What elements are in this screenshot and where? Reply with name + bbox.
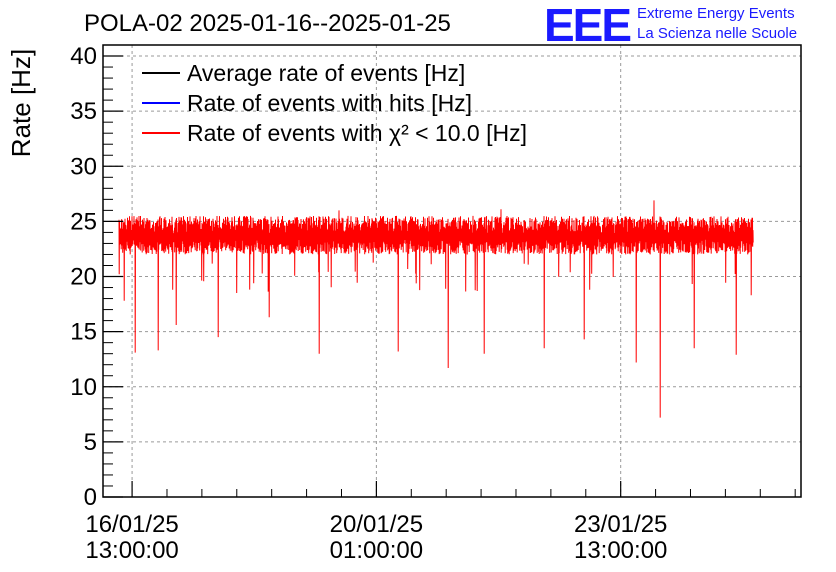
logo-caption-line2: La Scienza nelle Scuole <box>637 25 798 42</box>
y-tick-label: 25 <box>70 208 97 235</box>
x-tick-time: 13:00:00 <box>574 537 667 564</box>
legend-label: Average rate of events [Hz] <box>187 60 465 86</box>
y-axis-label: Rate [Hz] <box>6 49 36 157</box>
y-tick-label: 5 <box>84 429 97 456</box>
series-line-chi2 <box>118 200 754 418</box>
x-axis: 16/01/2513:00:0020/01/2501:00:0023/01/25… <box>85 481 796 564</box>
logo-caption-line1: Extreme Energy Events <box>637 5 795 22</box>
y-tick-label: 0 <box>84 484 97 511</box>
y-tick-label: 40 <box>70 43 97 70</box>
y-tick-label: 10 <box>70 374 97 401</box>
plot-frame <box>102 44 802 498</box>
eee-logo: EEE <box>544 0 632 51</box>
legend-label: Rate of events with hits [Hz] <box>187 90 472 116</box>
chart-title: POLA-02 2025-01-16--2025-01-25 <box>84 10 451 37</box>
x-tick-date: 16/01/25 <box>85 511 178 538</box>
y-tick-label: 30 <box>70 153 97 180</box>
logo-caption: Extreme Energy Events La Scienza nelle S… <box>637 4 797 44</box>
legend-label: Rate of events with χ² < 10.0 [Hz] <box>187 120 527 146</box>
y-tick-label: 15 <box>70 319 97 346</box>
y-tick-label: 35 <box>70 98 97 125</box>
x-tick-time: 01:00:00 <box>330 537 423 564</box>
legend: Average rate of events [Hz] Rate of event… <box>142 60 527 146</box>
x-tick-date: 20/01/25 <box>330 511 423 538</box>
y-axis: 0 5 10 15 20 25 30 35 40 <box>70 43 123 511</box>
series-layer <box>118 200 754 418</box>
y-tick-label: 20 <box>70 264 97 291</box>
x-tick-time: 13:00:00 <box>85 537 178 564</box>
x-tick-date: 23/01/25 <box>574 511 667 538</box>
